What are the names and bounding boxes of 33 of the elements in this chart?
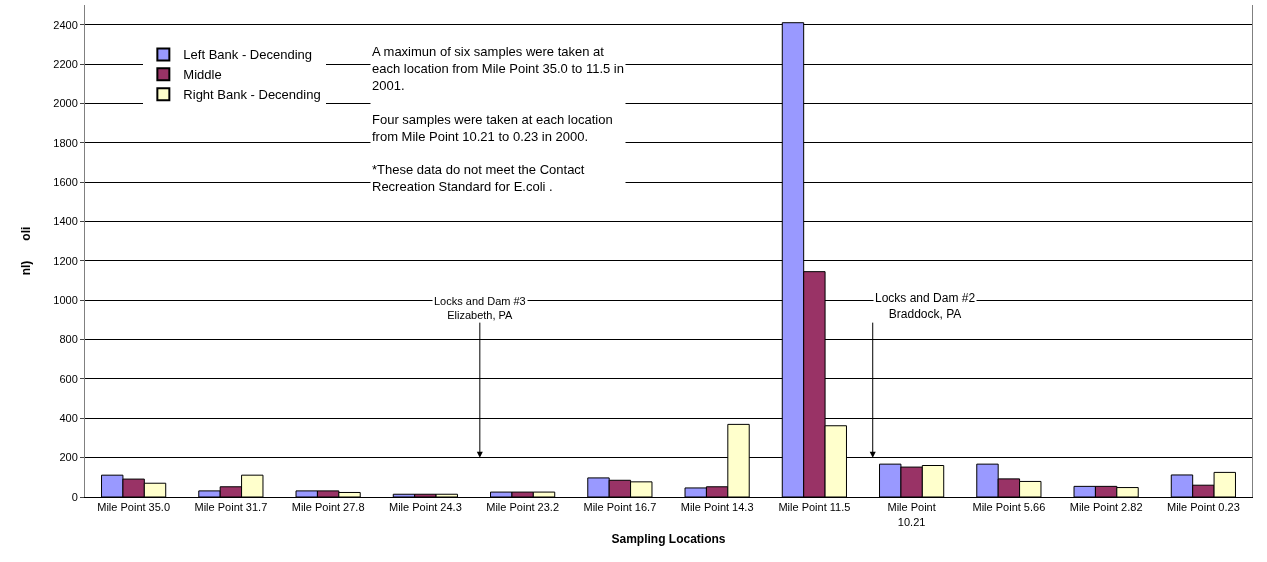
y-tick-label: 1400 (53, 215, 78, 228)
x-tick-label: Mile Point 14.3 (680, 501, 754, 514)
y-tick-label: 0 (71, 490, 78, 503)
y-tick-label: 400 (59, 412, 78, 425)
y-tick-label: 1200 (53, 254, 78, 267)
x-tick-label: Mile Point 11.5 (778, 501, 851, 514)
y-tick-label: 600 (59, 372, 78, 385)
x-tick-label: Mile Point 35.0 (97, 501, 171, 514)
y-tick-label: 2200 (53, 57, 78, 70)
x-tick-label: Mile Point 10.21 (887, 501, 936, 528)
y-axis-title: nl) oli (18, 226, 33, 276)
x-tick-label: Mile Point 5.66 (972, 501, 1046, 514)
x-axis-title: Sampling Locations (611, 532, 726, 547)
y-tick-label: 1000 (53, 294, 78, 307)
x-tick-label: Mile Point 23.2 (486, 501, 560, 514)
legend-label: Middle (183, 67, 222, 83)
y-tick-label: 200 (59, 451, 78, 464)
text: A maximun of six samples were taken at each location from Mile Point 35.0 to 11.5 in 2001. Four samples were taken at each location from Mile Point 10.21 to 0.23 in 2000. *These data do not meet the Contact Recreation Standard for E.coli . (372, 44, 624, 195)
x-tick-label: Mile Point 27.8 (291, 501, 365, 514)
annotation: Locks and Dam #2 Braddock, PA (875, 291, 976, 321)
legend-label: Right Bank - Decending (183, 87, 321, 103)
y-tick-label: 2400 (53, 18, 78, 31)
y-tick-label: 1800 (53, 136, 78, 149)
y-tick-label: 800 (59, 333, 78, 346)
x-tick-label: Mile Point 16.7 (583, 501, 657, 514)
x-tick-label: Mile Point 2.82 (1069, 501, 1143, 514)
y-tick-label: 2000 (53, 97, 78, 110)
annotation: Locks and Dam #3 Elizabeth, PA (434, 295, 526, 322)
x-tick-label: Mile Point 24.3 (389, 501, 462, 514)
y-tick-label: 1600 (53, 175, 78, 188)
legend-label: Left Bank - Decending (183, 47, 312, 63)
x-tick-label: Mile Point 0.23 (1167, 501, 1240, 514)
x-tick-label: Mile Point 31.7 (194, 501, 268, 514)
